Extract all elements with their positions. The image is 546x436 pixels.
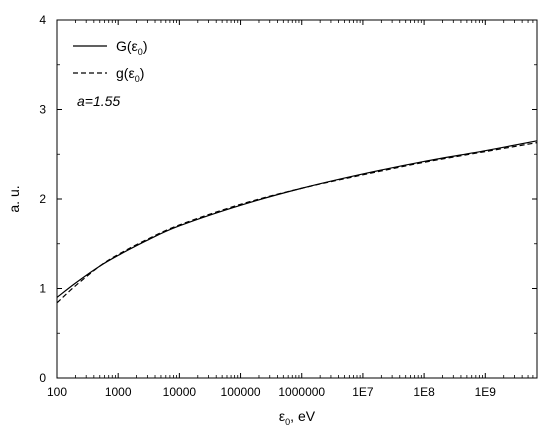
x-axis: 100 1000 10000 100000 1000000 1E7 1E8 1E9 [47,20,534,399]
y-tick-label: 0 [39,371,46,385]
series-layer [56,140,538,304]
x-tick-label: 1000 [105,385,132,399]
annotation-text: a=1.55 [77,93,120,109]
y-tick-label: 4 [39,13,46,27]
x-tick-label: 1E9 [475,385,497,399]
x-tick-label: 1E7 [352,385,374,399]
legend-label: g(ε0) [116,65,144,84]
y-tick-label: 3 [39,103,46,117]
legend-label: G(ε0) [116,38,147,57]
x-tick-label: 1E8 [413,385,435,399]
x-tick-label: 1000000 [278,385,325,399]
series-line-g [56,142,538,304]
legend: G(ε0) g(ε0) [73,38,147,84]
y-axis: 0 1 2 3 4 [39,13,537,385]
series-line-G [56,140,538,298]
y-tick-label: 1 [39,282,46,296]
x-tick-label: 100 [47,385,67,399]
x-axis-title: ε0, eV [279,408,316,427]
x-tick-label: 100000 [221,385,261,399]
x-tick-label: 10000 [163,385,197,399]
y-axis-title: a. u. [6,185,22,212]
y-tick-label: 2 [39,192,46,206]
